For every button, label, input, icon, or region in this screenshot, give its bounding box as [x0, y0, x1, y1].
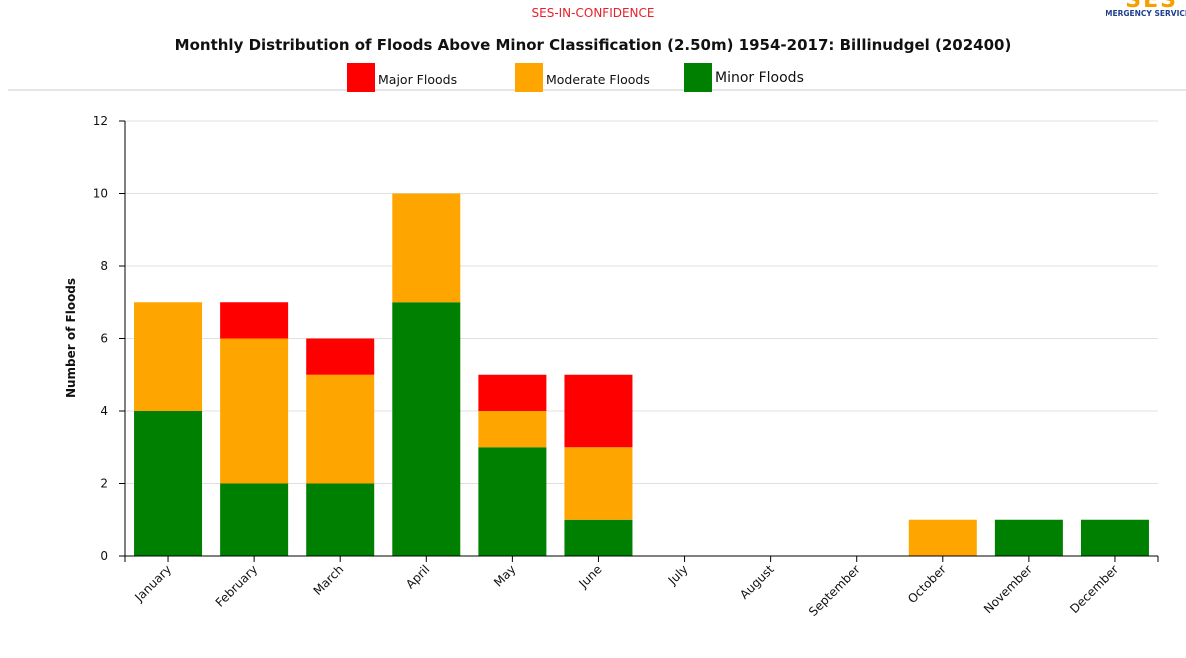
- x-tick-label: July: [665, 562, 691, 588]
- bar-minor-floods-june: [564, 519, 633, 556]
- legend-swatch-minor-floods: [684, 63, 712, 92]
- x-tick-label: August: [737, 562, 777, 602]
- x-tick-label: January: [131, 562, 174, 605]
- y-tick-label: 12: [93, 114, 108, 128]
- bar-minor-floods-april: [392, 302, 461, 556]
- y-tick-label: 10: [93, 187, 108, 201]
- bar-moderate-floods-march: [306, 374, 375, 484]
- legend-swatch-major-floods: [347, 63, 375, 92]
- legend-label: Major Floods: [378, 72, 457, 87]
- bar-moderate-floods-june: [564, 447, 633, 520]
- y-tick-label: 4: [100, 404, 108, 418]
- bar-major-floods-february: [220, 302, 289, 339]
- x-tick-label: February: [213, 562, 261, 610]
- y-tick-label: 0: [100, 549, 108, 563]
- y-tick-label: 2: [100, 477, 108, 491]
- x-tick-label: December: [1067, 562, 1121, 616]
- x-tick-label: April: [403, 562, 432, 591]
- bar-moderate-floods-april: [392, 193, 461, 303]
- x-tick-label: March: [311, 562, 347, 598]
- bar-minor-floods-february: [220, 483, 289, 556]
- legend-label: Minor Floods: [715, 70, 804, 86]
- chart-title: Monthly Distribution of Floods Above Min…: [174, 36, 1012, 54]
- nsw-ses-logo: SES NSW STATE EMERGENCY SERVICE: [1106, 0, 1186, 22]
- x-tick-label: May: [491, 562, 518, 589]
- bar-moderate-floods-may: [478, 411, 547, 448]
- bar-moderate-floods-october: [908, 519, 977, 556]
- y-tick-label: 8: [100, 259, 108, 273]
- bar-minor-floods-march: [306, 483, 375, 556]
- chart-legend: Major Floods Moderate Floods Minor Floods: [347, 63, 804, 92]
- bar-major-floods-may: [478, 374, 547, 411]
- y-axis: 0 2 4 6 8 10 12: [93, 114, 126, 563]
- legend-swatch-moderate-floods: [515, 63, 543, 92]
- bar-minor-floods-november: [994, 519, 1063, 556]
- y-axis-label: Number of Floods: [64, 278, 78, 398]
- bar-moderate-floods-february: [220, 338, 289, 484]
- gridlines: [125, 120, 1158, 484]
- bar-minor-floods-january: [134, 411, 203, 556]
- bar-series: [134, 193, 1149, 556]
- bar-major-floods-march: [306, 338, 375, 375]
- logo-text: NSW STATE EMERGENCY SERVICE: [1106, 9, 1186, 18]
- classification-banner: SES-IN-CONFIDENCE: [531, 6, 655, 20]
- bar-major-floods-june: [564, 374, 633, 448]
- x-tick-label: September: [806, 562, 863, 619]
- bar-minor-floods-december: [1080, 519, 1149, 556]
- x-axis: January February March April May June July Augu…: [124, 555, 1159, 619]
- y-tick-label: 6: [100, 332, 108, 346]
- x-tick-label: November: [981, 562, 1035, 616]
- bar-minor-floods-may: [478, 447, 547, 556]
- x-tick-label: October: [905, 562, 949, 606]
- legend-label: Moderate Floods: [546, 72, 650, 87]
- x-tick-label: June: [575, 562, 604, 591]
- ses-logo-mark: SES: [1125, 0, 1178, 13]
- bar-moderate-floods-january: [134, 302, 203, 411]
